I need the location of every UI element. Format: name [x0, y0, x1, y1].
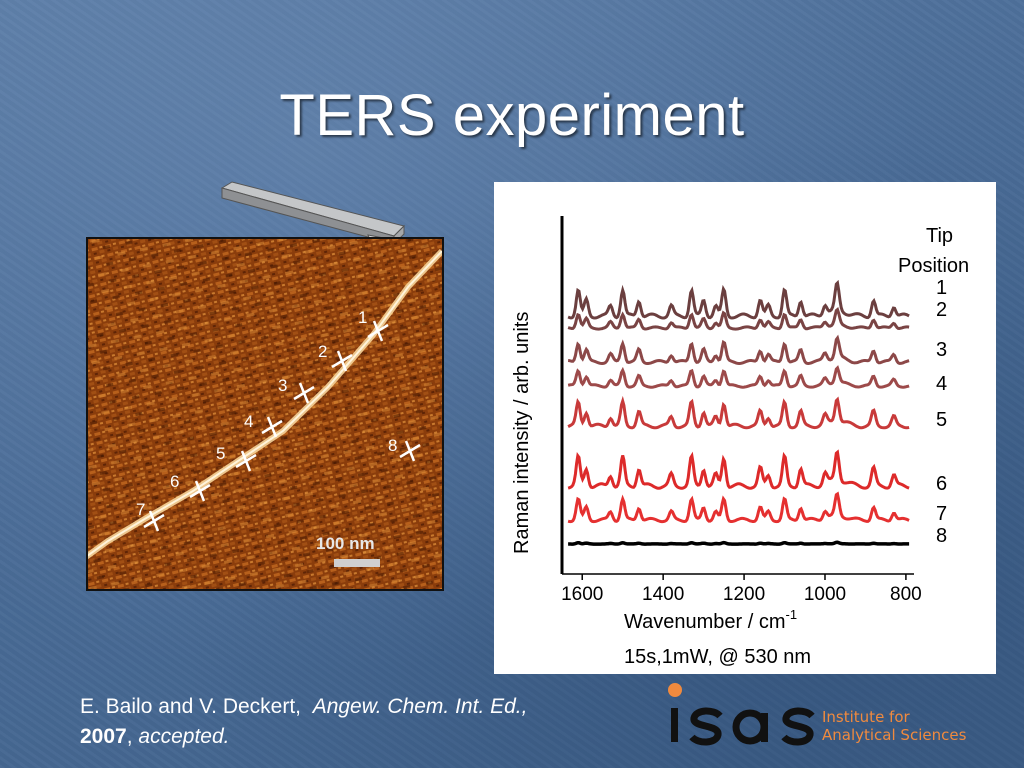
chart-caption: 15s,1mW, @ 530 nm — [624, 646, 812, 668]
spectra-chart: 1600 1400 1200 1000 800 Raman intensity / ar… — [494, 182, 996, 674]
afm-marker-4: 4 — [244, 412, 283, 438]
slide-title: TERS experiment — [279, 83, 745, 148]
legend-label: 3 — [936, 339, 947, 361]
afm-marker-label: 3 — [278, 376, 287, 395]
reference-journal: Angew. Chem. Int. Ed., — [312, 695, 528, 718]
reference-status: accepted. — [138, 725, 230, 748]
spectrum-series-7 — [567, 491, 910, 524]
afm-marker-label: 1 — [358, 308, 367, 327]
svg-text:Wavenumber / cm-1: Wavenumber / cm-1 — [624, 607, 797, 633]
afm-marker-3: 3 — [278, 376, 315, 404]
x-axis-label-superscript: -1 — [786, 607, 798, 622]
spectrum-series-8 — [568, 540, 910, 546]
legend-label: 2 — [936, 299, 947, 321]
x-tick-label: 1200 — [723, 584, 765, 605]
x-axis-label: Wavenumber / cm — [624, 611, 786, 633]
spectrum-series-1 — [567, 279, 910, 320]
isas-logo — [668, 683, 815, 746]
spectrum-series-5 — [567, 395, 910, 430]
legend-label: 6 — [936, 473, 947, 495]
afm-marker-6: 6 — [170, 472, 211, 502]
x-tick-label: 1600 — [561, 584, 603, 605]
afm-marker-label: 8 — [388, 436, 397, 455]
legend-label: 8 — [936, 525, 947, 547]
afm-marker-label: 7 — [136, 500, 145, 519]
scale-bar-label: 100 nm — [316, 534, 375, 553]
spectrum-series-6 — [567, 449, 910, 490]
x-tick-label: 800 — [890, 584, 922, 605]
y-axis-label: Raman intensity / arb. units — [511, 312, 533, 554]
x-tick-label: 1000 — [804, 584, 846, 605]
spectrum-series-4 — [567, 365, 910, 389]
legend-label: 5 — [936, 409, 947, 431]
reference-separator: , — [126, 725, 133, 748]
x-tick-label: 1400 — [642, 584, 684, 605]
legend-label: 4 — [936, 373, 947, 395]
afm-marker-label: 4 — [244, 412, 253, 431]
legend-label: 1 — [936, 277, 947, 299]
reference-authors: E. Bailo and V. Deckert, — [80, 695, 302, 718]
logo-text: Institute for Analytical Sciences — [822, 708, 966, 744]
afm-marker-label: 5 — [216, 444, 225, 463]
afm-marker-5: 5 — [216, 444, 257, 472]
legend-label: 7 — [936, 503, 947, 525]
spectrum-series-2 — [567, 307, 910, 331]
spectrum-series-3 — [567, 334, 910, 366]
afm-marker-2: 2 — [318, 342, 353, 372]
afm-marker-7: 7 — [136, 500, 165, 532]
legend-title: Tip Position — [898, 225, 969, 277]
afm-marker-1: 1 — [358, 308, 389, 342]
logo-line1: Institute for — [822, 708, 910, 726]
afm-marker-8: 8 — [388, 436, 421, 462]
afm-marker-label: 6 — [170, 472, 179, 491]
reference-citation: E. Bailo and V. Deckert, Angew. Chem. In… — [80, 692, 527, 752]
afm-marker-label: 2 — [318, 342, 327, 361]
logo-line2: Analytical Sciences — [822, 726, 967, 744]
reference-year: 2007 — [80, 725, 127, 748]
